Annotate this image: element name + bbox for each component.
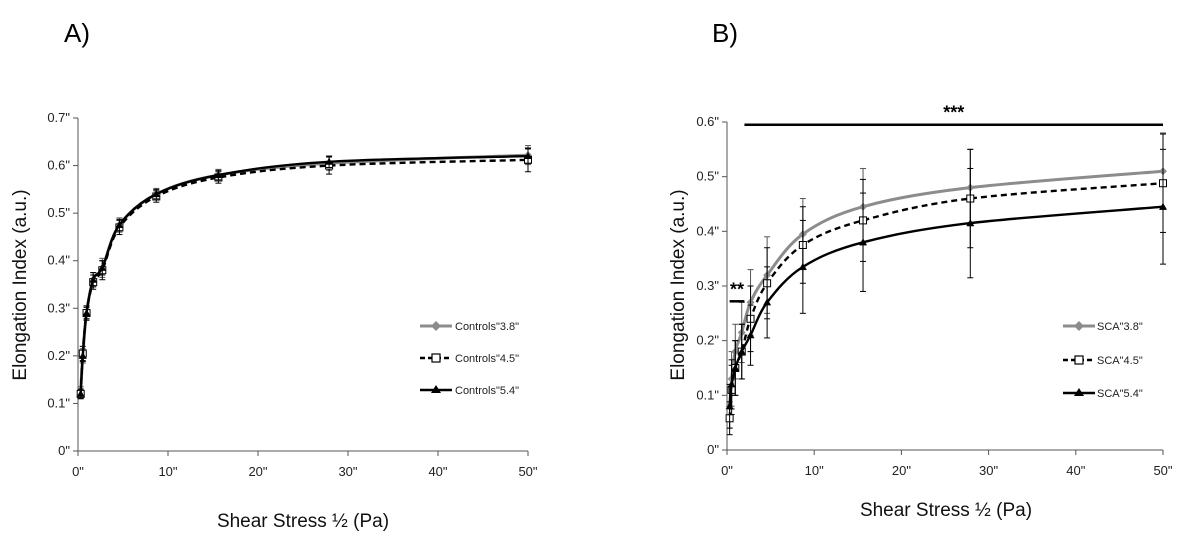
y-tick-label: 0.3"	[47, 300, 70, 315]
series-3	[725, 148, 1167, 429]
legend-label: SCA"5.4"	[1097, 388, 1143, 400]
legend-label: SCA"4.5"	[1097, 355, 1143, 367]
panel-a-x-axis-title: Shear Stress ½ (Pa)	[217, 511, 389, 532]
series-line	[728, 205, 1164, 407]
legend-label: Controls"4.5"	[455, 353, 519, 365]
series-3	[76, 148, 532, 400]
x-tick-label: 30"	[338, 464, 357, 479]
x-tick-label: 0"	[721, 463, 733, 478]
legend-label: Controls"5.4"	[455, 385, 519, 397]
panel-a: A) 0" 0.1" 0.2" 0.3" 0.4" 0.5" 0.6" 0.7" 0" 10" 2…	[10, 18, 538, 532]
y-tick-label: 0"	[58, 443, 70, 458]
y-tick-label: 0.6"	[47, 158, 70, 173]
data-point	[76, 389, 85, 397]
panel-b-label: B)	[712, 18, 738, 48]
y-tick-label: 0"	[707, 442, 719, 457]
panel-a-y-ticks: 0" 0.1" 0.2" 0.3" 0.4" 0.5" 0.6" 0.7"	[47, 110, 78, 458]
panel-a-series	[76, 145, 532, 400]
triangle-marker-icon	[431, 385, 441, 393]
panel-a-label: A)	[64, 18, 90, 48]
series-line	[728, 169, 1164, 407]
panel-b-significance: *****	[729, 103, 1163, 303]
y-tick-label: 0.4"	[47, 253, 70, 268]
data-point	[859, 238, 868, 246]
x-tick-label: 50"	[1153, 463, 1172, 478]
data-point	[82, 309, 91, 317]
diamond-marker-icon	[431, 321, 441, 331]
panel-a-y-axis-title: Elongation Index (a.u.)	[10, 189, 31, 380]
significance-label: **	[730, 279, 744, 299]
panel-b-y-ticks: 0" 0.1" 0.2" 0.3" 0.4" 0.5" 0.6"	[696, 114, 727, 457]
square-marker-icon	[431, 353, 441, 363]
x-tick-label: 0"	[72, 464, 84, 479]
data-point	[798, 262, 807, 270]
data-point	[727, 380, 736, 388]
data-point	[524, 152, 532, 160]
x-tick-label: 40"	[428, 464, 447, 479]
data-point	[152, 190, 161, 198]
panel-a-legend: Controls"3.8" Controls"4.5" Controls"5.4…	[420, 321, 519, 397]
x-tick-label: 50"	[518, 464, 537, 479]
series-1	[725, 132, 1167, 429]
data-point	[1159, 202, 1167, 210]
data-point	[746, 331, 755, 339]
y-tick-label: 0.1"	[47, 395, 70, 410]
series-line	[728, 182, 1164, 419]
y-tick-label: 0.3"	[696, 278, 719, 293]
x-tick-label: 10"	[805, 463, 824, 478]
legend-item: Controls"3.8"	[420, 321, 519, 333]
y-tick-label: 0.7"	[47, 110, 70, 125]
legend-label: SCA"3.8"	[1097, 321, 1143, 333]
legend-item: Controls"5.4"	[420, 385, 519, 397]
y-tick-label: 0.2"	[696, 333, 719, 348]
panel-b-y-axis-title: Elongation Index (a.u.)	[668, 189, 689, 380]
data-point	[731, 364, 740, 371]
x-tick-label: 30"	[979, 463, 998, 478]
panel-b-legend: SCA"3.8" SCA"4.5" SCA"5.4"	[1063, 321, 1143, 400]
panel-b-x-axis-title: Shear Stress ½ (Pa)	[860, 500, 1032, 521]
legend-item: Controls"4.5"	[420, 353, 519, 365]
y-tick-label: 0.1"	[696, 387, 719, 402]
data-point	[98, 263, 107, 271]
y-tick-label: 0.5"	[696, 169, 719, 184]
x-tick-label: 40"	[1066, 463, 1085, 478]
panel-b: B) 0" 0.1" 0.2" 0.3" 0.4" 0.5" 0.6" 0" 10" 20" 30…	[668, 18, 1173, 521]
panel-b-x-ticks: 0" 10" 20" 30" 40" 50"	[721, 450, 1173, 478]
y-tick-label: 0.4"	[696, 223, 719, 238]
data-point	[737, 347, 746, 355]
data-point	[325, 157, 334, 165]
legend-item: SCA"4.5"	[1063, 355, 1143, 367]
data-point	[89, 275, 98, 283]
y-tick-label: 0.6"	[696, 114, 719, 129]
legend-label: Controls"3.8"	[455, 321, 519, 333]
data-point	[214, 171, 223, 179]
legend-item: SCA"3.8"	[1063, 321, 1143, 333]
triangle-marker-icon	[1074, 388, 1084, 396]
data-point	[115, 221, 124, 229]
x-tick-label: 20"	[248, 464, 267, 479]
y-tick-label: 0.5"	[47, 205, 70, 220]
legend-item: SCA"5.4"	[1063, 388, 1143, 400]
x-tick-label: 20"	[892, 463, 911, 478]
significance-label: ***	[943, 103, 964, 123]
y-tick-label: 0.2"	[47, 348, 70, 363]
data-point	[78, 351, 87, 359]
data-point	[763, 298, 772, 306]
panel-b-series	[725, 132, 1167, 436]
panel-b-axes	[726, 122, 1163, 451]
square-marker-icon	[1074, 355, 1084, 365]
data-point	[966, 219, 975, 227]
diamond-marker-icon	[1074, 321, 1084, 331]
panel-a-x-ticks: 0" 10" 20" 30" 40" 50"	[72, 451, 538, 479]
data-point	[725, 402, 734, 410]
x-tick-label: 10"	[158, 464, 177, 479]
